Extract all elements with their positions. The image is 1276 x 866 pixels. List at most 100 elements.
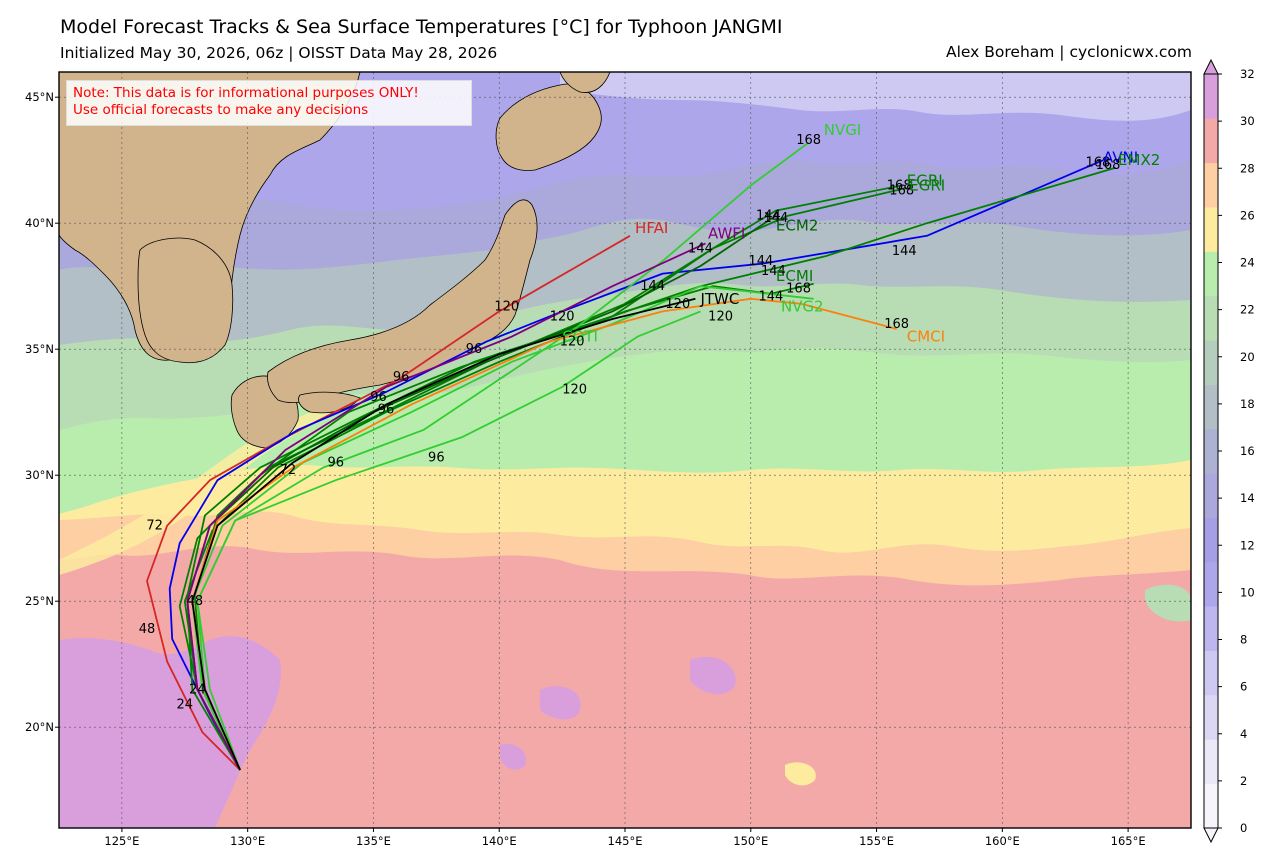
colorbar-top-arrow [1203, 58, 1219, 75]
lon-tick-label: 140°E [482, 834, 517, 848]
korean-peninsula [137, 237, 234, 364]
track-name-label: HFAI [635, 219, 668, 237]
land-masses [59, 72, 611, 449]
track-name-label: AVNI [1103, 149, 1138, 167]
map-credit: Alex Boreham | cyclonicwx.com [946, 43, 1192, 61]
track-emx2 [178, 166, 1116, 771]
lon-tick-label: 165°E [1111, 834, 1146, 848]
sst-band-6 [560, 72, 1191, 121]
track-name-label: CMCI [907, 328, 945, 346]
colorbar-tick-label: 10 [1240, 585, 1255, 599]
track-awfi [186, 242, 706, 771]
sst-eddy-1 [540, 686, 581, 720]
colorbar-tick-label: 14 [1240, 491, 1255, 505]
colorbar-segment [1204, 739, 1218, 785]
sst-eddy-4 [785, 762, 816, 786]
lat-tick-label: 25°N [25, 594, 54, 608]
sst-eddy-2 [690, 656, 736, 695]
lon-tick-label: 135°E [356, 834, 391, 848]
map-title: Model Forecast Tracks & Sea Surface Temp… [60, 16, 783, 38]
forecast-hour-label: 24 [189, 682, 206, 697]
colorbar-segment [1204, 295, 1218, 341]
track-nvgi [196, 141, 810, 771]
colorbar-tick-label: 32 [1240, 67, 1255, 81]
lon-tick-label: 125°E [104, 834, 139, 848]
track-name-label: JTWC [699, 290, 739, 308]
colorbar-tick-label: 22 [1240, 303, 1255, 317]
lon-tick-label: 130°E [230, 834, 265, 848]
track-name-label: ECMI [776, 267, 813, 285]
colorbar-segment [1204, 517, 1218, 563]
map-canvas: 24487296120HFAI96120144144168AVNI168EMX2… [59, 72, 1191, 828]
track-jtwc [191, 297, 696, 771]
colorbar-tick-label: 6 [1240, 680, 1247, 694]
sst-band-30 [59, 636, 281, 828]
lon-tick-label: 155°E [859, 834, 894, 848]
map-gridlines [59, 72, 1191, 828]
colorbar-segment [1204, 251, 1218, 297]
forecast-hour-label: 120 [562, 383, 587, 398]
track-hfai [146, 235, 631, 771]
colorbar-tick-label: 28 [1240, 161, 1255, 175]
disclaimer-line-1: Note: This data is for informational pur… [73, 85, 419, 101]
colorbar-segment [1204, 561, 1218, 607]
forecast-hour-label: 96 [466, 342, 483, 357]
forecast-hour-label: 168 [1096, 158, 1121, 173]
forecast-hour-label: 144 [748, 254, 773, 269]
track-name-label: ECM2 [776, 217, 818, 235]
track-name-label: NVGI [824, 121, 862, 139]
colorbar-tick-label: 20 [1240, 350, 1255, 364]
forecast-hour-label: 144 [758, 289, 783, 304]
colorbar-bottom-arrow [1203, 827, 1219, 844]
forecast-hour-label: 168 [889, 183, 914, 198]
track-avni [168, 159, 1104, 771]
forecast-hour-label: 72 [146, 519, 163, 534]
colorbar-segment [1204, 384, 1218, 430]
sst-eddy-3 [500, 743, 526, 770]
forecast-hour-label: 120 [665, 297, 690, 312]
track-name-label: EMX2 [1118, 151, 1160, 169]
track-name-label: COTI [562, 328, 598, 346]
hokkaido-island [495, 83, 602, 171]
track-egri [193, 187, 907, 771]
colorbar-segment [1204, 694, 1218, 740]
forecast-hour-label: 96 [393, 370, 410, 385]
colorbar-tick-label: 4 [1240, 727, 1247, 741]
track-ecmi [183, 282, 814, 771]
lat-tick-label: 40°N [25, 216, 54, 230]
lon-tick-label: 160°E [985, 834, 1020, 848]
forecast-hour-label: 144 [761, 264, 786, 279]
disclaimer-note: Note: This data is for informational pur… [66, 80, 472, 126]
colorbar-tick-label: 2 [1240, 774, 1247, 788]
disclaimer-line-2: Use official forecasts to make any decis… [73, 102, 369, 118]
forecast-hour-label: 96 [370, 390, 387, 405]
map-axes: 125°E 130°E 135°E 140°E 145°E 150°E 155°E 160°E… [25, 90, 1146, 848]
colorbar-segment [1204, 74, 1218, 119]
forecast-hour-label: 144 [892, 244, 917, 259]
sst-eddy-5 [1145, 584, 1191, 622]
forecast-hour-label: 144 [764, 211, 789, 226]
lat-tick-label: 20°N [25, 720, 54, 734]
sakhalin-island [559, 72, 611, 93]
forecast-tracks: 24487296120HFAI96120144144168AVNI168EMX2… [139, 121, 1160, 771]
colorbar-tick-label: 16 [1240, 444, 1255, 458]
forecast-hour-label: 120 [708, 309, 733, 324]
colorbar-segment [1204, 650, 1218, 696]
forecast-hour-label: 72 [280, 463, 297, 478]
colorbar-segment [1204, 473, 1218, 518]
lat-tick-label: 45°N [25, 90, 54, 104]
forecast-hour-label: 96 [327, 456, 344, 471]
colorbar-segment [1204, 783, 1218, 829]
track-coti [196, 310, 701, 771]
colorbar-tick-label: 24 [1240, 256, 1255, 270]
colorbar-tick-label: 18 [1240, 397, 1255, 411]
track-name-label: EGRI [907, 171, 943, 189]
forecast-hour-label: 120 [494, 299, 519, 314]
lat-tick-label: 30°N [25, 468, 54, 482]
colorbar-segment [1204, 162, 1218, 208]
forecast-hour-label: 48 [139, 622, 156, 637]
track-name-label: EGRI [909, 176, 945, 194]
forecast-hour-label: 144 [756, 209, 781, 224]
lon-tick-label: 145°E [608, 834, 643, 848]
